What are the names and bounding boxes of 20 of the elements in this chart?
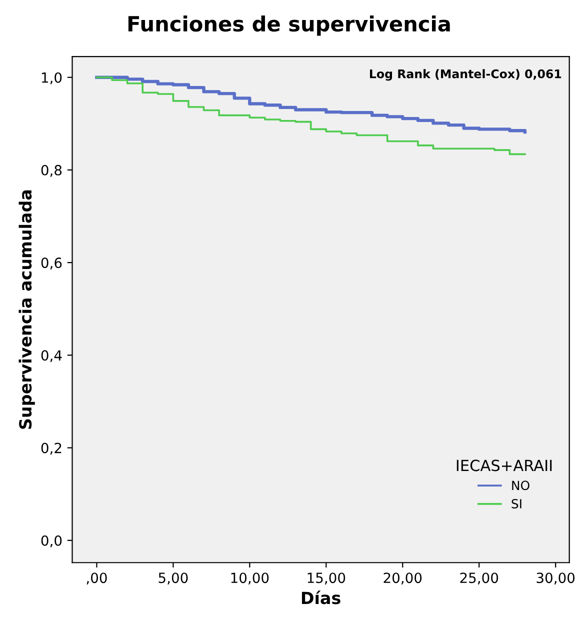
x-tick-label: 15,00	[308, 572, 346, 585]
legend-label: NO	[512, 480, 530, 490]
x-tick-label: ,00	[86, 572, 107, 585]
y-tick-label: 0,8	[41, 164, 62, 177]
y-tick-label: 1,0	[42, 72, 62, 84]
y-tick-label: 0,4	[41, 350, 62, 362]
y-tick-label: 0,0	[41, 535, 62, 548]
chart-title: Funciones de supervivencia	[128, 16, 450, 36]
legend-title: IECAS+ARAII	[456, 460, 552, 472]
x-tick-label: 30,00	[536, 572, 575, 585]
legend-label: SI	[512, 499, 522, 508]
x-tick-label: 20,00	[384, 572, 422, 585]
y-tick-label: 0,6	[41, 258, 62, 270]
y-axis-title: Supervivencia acumulada	[18, 190, 35, 429]
x-tick-label: 25,00	[460, 572, 498, 585]
y-tick-label: 0,2	[41, 442, 62, 455]
x-tick-label: 5,00	[158, 572, 188, 585]
x-axis-title: Días	[302, 590, 340, 604]
annotation: Log Rank (Mantel-Cox) 0,061	[370, 69, 562, 81]
x-tick-label: 10,00	[231, 572, 269, 585]
